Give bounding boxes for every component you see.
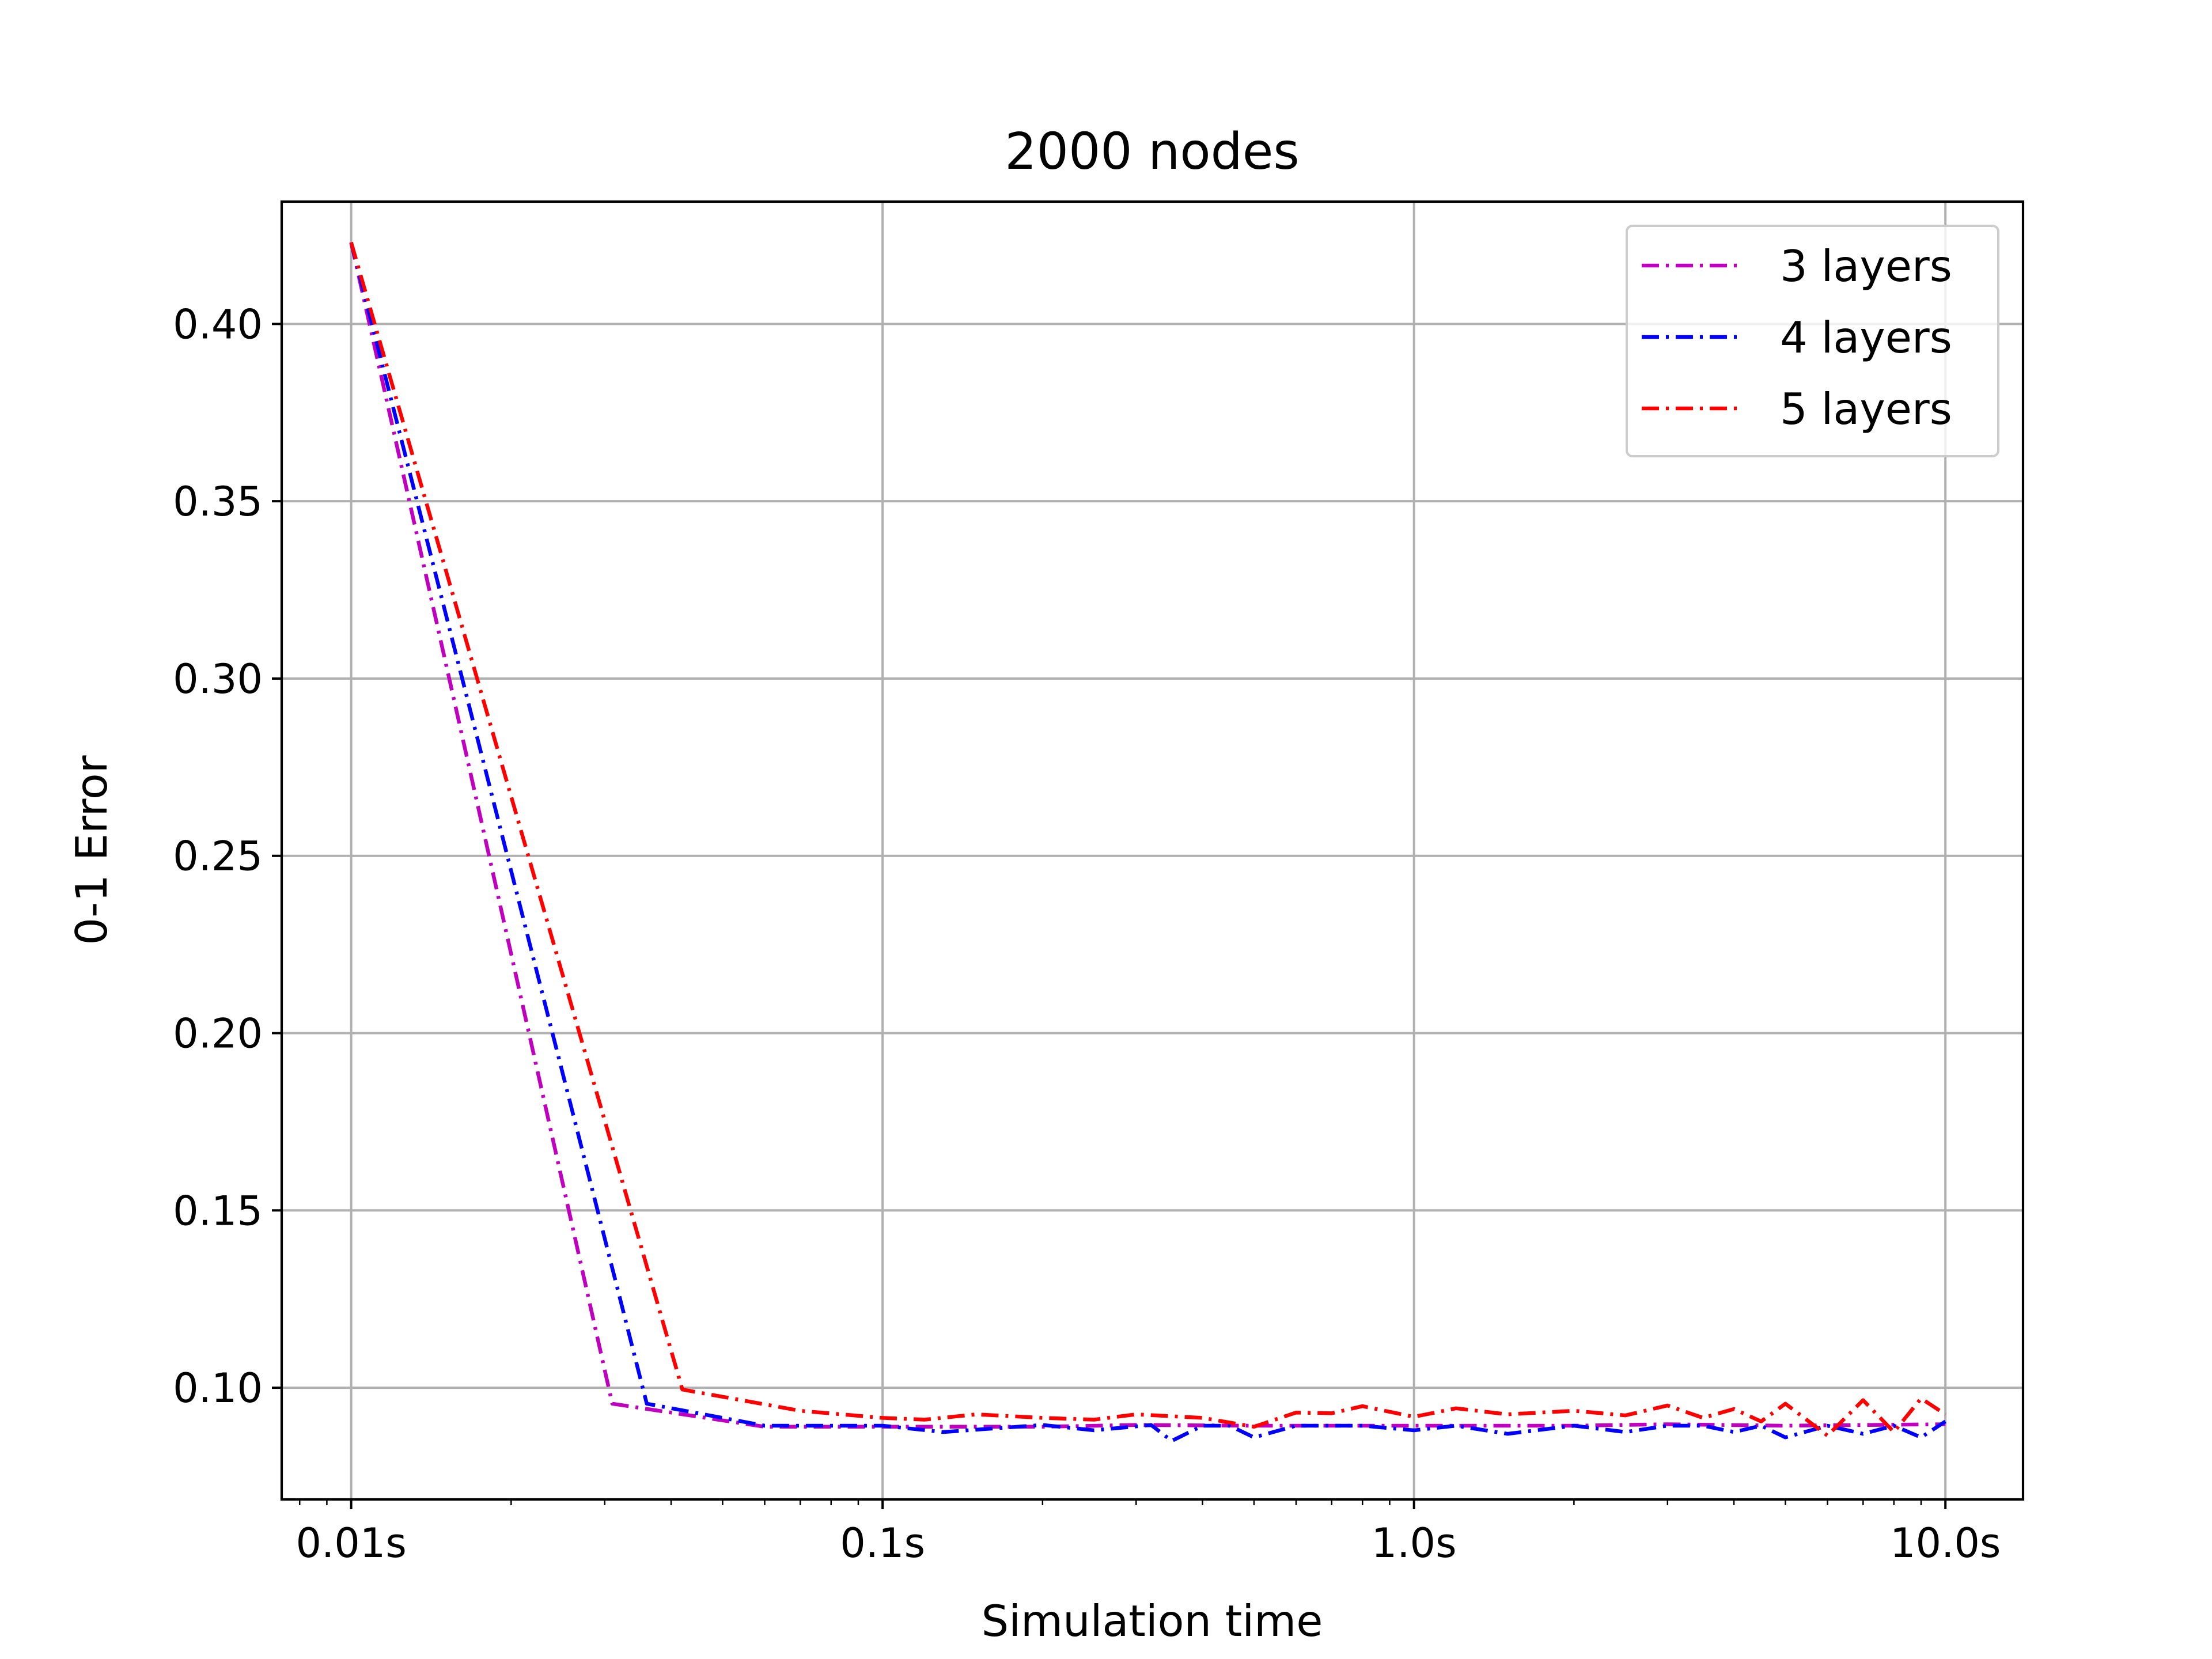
y-tick-label: 0.10 <box>173 1365 263 1412</box>
y-axis-title: 0-1 Error <box>66 755 117 945</box>
y-tick-label: 0.30 <box>173 656 263 703</box>
y-tick-label: 0.25 <box>173 833 263 880</box>
x-tick-label: 10.0s <box>1890 1520 2001 1567</box>
series-line-4-layers <box>349 241 1946 1443</box>
y-tick-label: 0.15 <box>173 1187 263 1234</box>
series-lines <box>349 241 1946 1443</box>
legend-label: 4 layers <box>1780 312 1952 363</box>
legend-label: 5 layers <box>1780 384 1952 434</box>
y-tick-label: 0.35 <box>173 478 263 525</box>
x-tick-label: 0.01s <box>296 1520 406 1567</box>
series-line-3-layers <box>349 242 1946 1429</box>
legend-label: 3 layers <box>1780 241 1952 291</box>
plot-area-frame <box>280 200 2025 1501</box>
y-tick-label: 0.40 <box>173 301 263 348</box>
y-tick-label: 0.20 <box>173 1010 263 1058</box>
legend: 3 layers 4 layers 5 layers <box>1626 225 1999 457</box>
x-axis-title: Simulation time <box>982 1596 1323 1646</box>
axis-ticks: 0.01s 0.1s 1.0s 10.0s 0.10 0.15 0.20 0.25 0.30 0.… <box>173 301 2001 1567</box>
series-line-5-layers <box>349 241 1946 1438</box>
chart-title: 2000 nodes <box>1005 122 1300 181</box>
x-tick-label: 1.0s <box>1372 1520 1457 1567</box>
legend-frame <box>1626 225 1999 457</box>
x-tick-label: 0.1s <box>840 1520 925 1567</box>
